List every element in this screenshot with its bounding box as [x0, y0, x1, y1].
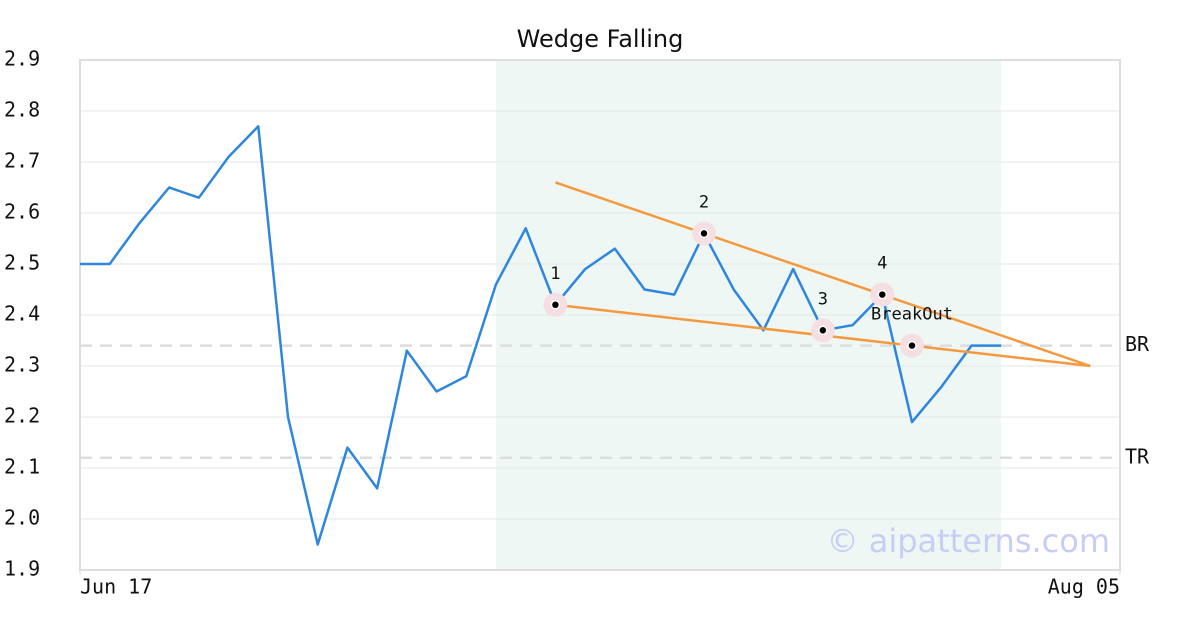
point [818, 325, 828, 336]
point-label: 4 [877, 254, 887, 274]
y-tick-label: 2.6 [4, 200, 40, 224]
y-tick-label: 1.9 [4, 557, 40, 581]
y-tick-label: 2.3 [4, 353, 40, 377]
y-tick-label: 2.0 [4, 506, 40, 530]
trendline [555, 181, 1091, 368]
y-tick-label: 2.8 [4, 98, 40, 122]
point-label: 1 [550, 264, 560, 284]
y-tick-label: 2.1 [4, 455, 40, 479]
y-tick-label: 2.7 [4, 149, 40, 173]
x-tick-label: Jun 17 [80, 575, 152, 599]
plot-frame [79, 59, 1121, 571]
watermark: © aipatterns.com [827, 522, 1110, 560]
chart-title: Wedge Falling [517, 25, 684, 53]
level-label: BR [1125, 332, 1150, 356]
point [877, 289, 888, 300]
level-label: TR [1125, 444, 1150, 468]
y-tick-label: 2.5 [4, 251, 40, 275]
y-tick-label: 2.4 [4, 302, 40, 326]
point-label: 3 [818, 289, 828, 309]
point [699, 228, 709, 239]
point [907, 340, 917, 351]
price-line [80, 125, 1002, 546]
point-label: 2 [699, 192, 709, 212]
point [550, 300, 561, 310]
point-label: BreakOut [871, 305, 953, 325]
x-tick-label: Aug 05 [1048, 575, 1120, 599]
y-tick-label: 2.9 [4, 47, 40, 71]
y-tick-label: 2.2 [4, 404, 40, 428]
